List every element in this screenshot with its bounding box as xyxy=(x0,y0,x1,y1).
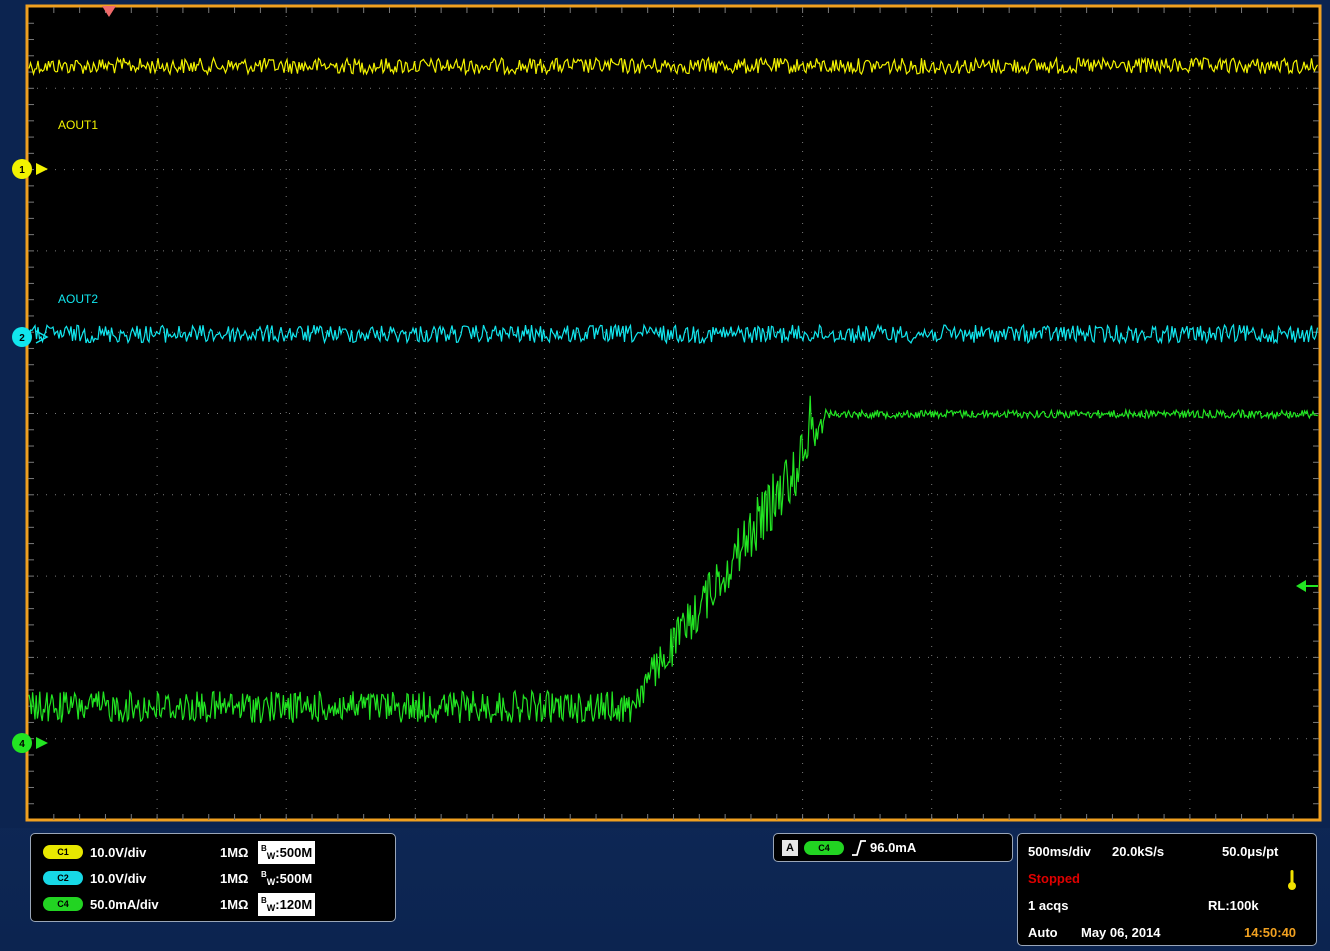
waveform-graticule[interactable]: AOUT1 AOUT2 1 2 4 xyxy=(0,0,1330,828)
channel-1-chip[interactable]: C1 xyxy=(43,845,83,859)
channel-2-scale: 10.0V/div xyxy=(90,870,147,886)
record-length: RL:100k xyxy=(1208,898,1259,913)
acquisition-date: May 06, 2014 xyxy=(1081,925,1161,940)
trigger-source-chip: C4 xyxy=(804,841,844,855)
channel-2-trace xyxy=(28,323,1319,345)
channel-1-settings[interactable]: C1 10.0V/div 1MΩ BW:500M xyxy=(43,840,316,864)
timebase-acquisition-panel[interactable]: 500ms/div 20.0kS/s 50.0μs/pt Stopped 1 a… xyxy=(1017,833,1317,946)
trigger-mode-badge: A xyxy=(782,840,798,856)
channel-1-impedance: 1MΩ xyxy=(220,844,249,860)
time-per-point: 50.0μs/pt xyxy=(1222,844,1279,859)
trigger-mode: Auto xyxy=(1028,925,1058,940)
channel-4-bandwidth: BW:120M xyxy=(258,892,316,916)
channel-2-chip[interactable]: C2 xyxy=(43,871,83,885)
rising-edge-icon xyxy=(852,840,866,856)
svg-text:1: 1 xyxy=(19,165,25,176)
channel-4-marker-icon[interactable]: 4 xyxy=(12,733,48,753)
acquisition-time: 14:50:40 xyxy=(1244,925,1297,940)
trigger-level: 96.0mA xyxy=(870,840,917,855)
aout1-label: AOUT1 xyxy=(58,118,98,132)
channel-4-trace xyxy=(28,395,1318,724)
waveform-display[interactable]: AOUT1 AOUT2 1 2 4 xyxy=(0,0,1330,828)
channel-settings-panel: C1 10.0V/div 1MΩ BW:500M C2 10.0V/div 1M… xyxy=(30,833,396,922)
channel-1-bandwidth: BW:500M xyxy=(258,840,316,864)
thermometer-icon xyxy=(1288,870,1296,890)
channel-2-impedance: 1MΩ xyxy=(220,870,249,886)
sample-rate: 20.0kS/s xyxy=(1112,844,1165,859)
channel-2-bandwidth: BW:500M xyxy=(261,869,313,887)
channel-4-scale: 50.0mA/div xyxy=(90,896,159,912)
acquisition-count: 1 acqs xyxy=(1028,898,1069,913)
trigger-position-icon[interactable] xyxy=(102,6,116,17)
aout2-label: AOUT2 xyxy=(58,292,98,306)
trigger-level-icon[interactable] xyxy=(1296,580,1306,592)
svg-text:4: 4 xyxy=(19,739,25,750)
horizontal-scale: 500ms/div xyxy=(1028,844,1091,859)
channel-4-settings[interactable]: C4 50.0mA/div 1MΩ BW:120M xyxy=(43,892,316,916)
svg-text:2: 2 xyxy=(19,333,25,344)
channel-2-settings[interactable]: C2 10.0V/div 1MΩ BW:500M xyxy=(43,868,315,888)
channel-4-chip[interactable]: C4 xyxy=(43,897,83,911)
channel-4-impedance: 1MΩ xyxy=(220,896,249,912)
channel-1-scale: 10.0V/div xyxy=(90,844,147,860)
channel-1-marker-icon[interactable]: 1 xyxy=(12,159,48,179)
channel-2-marker-icon[interactable]: 2 xyxy=(12,327,49,347)
graticule-grid xyxy=(28,7,1319,820)
trigger-settings-panel[interactable]: A C4 96.0mA xyxy=(773,833,1013,862)
acquisition-state: Stopped xyxy=(1028,871,1080,886)
channel-1-trace xyxy=(28,56,1319,77)
